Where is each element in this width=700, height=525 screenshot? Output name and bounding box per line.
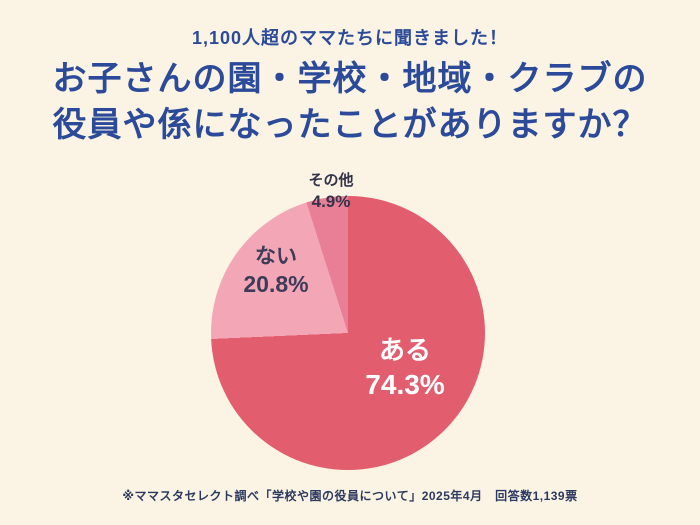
slice-label-aru: ある 74.3% [325,334,485,402]
slice-1-label: ない [255,245,297,268]
slice-0-label: ある [378,335,431,365]
survey-subtitle: 1,100人超のママたちに聞きました！ [191,28,509,48]
slice-2-label: その他 [308,172,354,189]
slice-1-value: 20.8% [243,271,309,298]
page-title: お子さんの園・学校・地域・クラブの 役員や係になったことがありますか？ [0,56,700,148]
slice-label-nai: ない 20.8% [206,244,346,299]
slice-2-value: 4.9% [311,191,351,211]
title-line-2: 役員や係になったことがありますか？ [52,106,648,144]
slice-label-sonota: その他 4.9% [271,172,391,212]
slice-0-value: 74.3% [365,368,445,400]
title-line-1: お子さんの園・学校・地域・クラブの [52,60,648,98]
source-note: ※ママスタセレクト調べ「学校や園の役員について」2025年4月 回答数1,139… [122,489,578,503]
pie-circle [211,196,485,470]
